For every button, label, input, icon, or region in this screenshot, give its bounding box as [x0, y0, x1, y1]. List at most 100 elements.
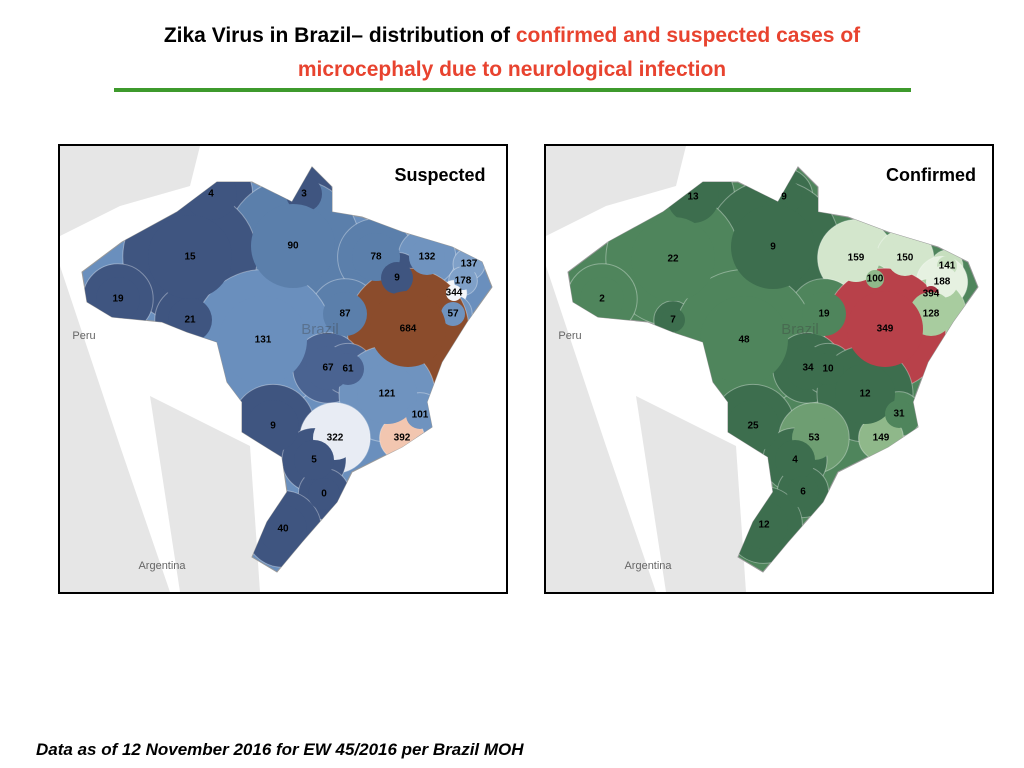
state-core	[446, 285, 462, 301]
state-value: 13	[687, 192, 699, 203]
state-value: 128	[923, 309, 940, 320]
state-value: 684	[400, 324, 417, 335]
state-value: 9	[270, 421, 276, 432]
state-value: 3	[301, 189, 307, 200]
state-core	[406, 401, 434, 429]
place-label: Peru	[72, 330, 95, 342]
state-value: 100	[867, 274, 884, 285]
state-core	[357, 364, 417, 424]
state-value: 178	[455, 276, 472, 287]
land	[60, 146, 260, 592]
state-core	[580, 277, 624, 321]
title-black: Zika Virus in Brazil– distribution of	[163, 24, 511, 47]
map-svg: Confirmed Peru Brazil Argentina 13 9 9 159 150 14…	[546, 146, 992, 592]
state-value: 4	[208, 189, 214, 200]
state-value: 137	[461, 259, 478, 270]
state-value: 34	[802, 363, 814, 374]
state-core	[441, 302, 465, 326]
title-line-2: microcephaly due to neurological infecti…	[297, 58, 727, 81]
state-core	[323, 292, 367, 336]
state-core	[459, 254, 479, 274]
state-value: 9	[394, 273, 400, 284]
state-value: 57	[447, 309, 459, 320]
state-value: 392	[394, 433, 411, 444]
state-value: 12	[859, 389, 871, 400]
state-value: 9	[781, 192, 787, 203]
place-label: Argentina	[138, 560, 186, 572]
state-core	[219, 296, 307, 384]
state-core	[887, 240, 923, 276]
state-value: 344	[446, 288, 463, 299]
state-value: 12	[758, 520, 770, 531]
state-value: 322	[327, 433, 344, 444]
state-core	[294, 440, 334, 480]
state-value: 2	[599, 294, 605, 305]
state-core	[775, 440, 815, 480]
state-value: 394	[923, 289, 940, 300]
title-rule	[114, 88, 911, 92]
state-core	[812, 353, 844, 385]
state-value: 25	[747, 421, 759, 432]
state-core	[332, 353, 364, 385]
map-confirmed: Confirmed Peru Brazil Argentina 13 9 9 159 150 14…	[544, 144, 994, 594]
place-label: Brazil	[781, 321, 819, 338]
map-title: Suspected	[394, 165, 485, 185]
land	[546, 146, 746, 592]
state-core	[700, 296, 788, 384]
state-value: 4	[792, 455, 798, 466]
state-value: 90	[287, 241, 299, 252]
state-value: 101	[412, 410, 429, 421]
state-value: 22	[667, 254, 679, 265]
state-value: 15	[184, 252, 196, 263]
state-core	[381, 262, 413, 294]
state-value: 87	[339, 309, 351, 320]
state-core	[885, 400, 913, 428]
state-value: 5	[311, 455, 317, 466]
state-value: 0	[321, 489, 327, 500]
state-core	[802, 292, 846, 336]
state-core	[867, 424, 895, 452]
state-value: 53	[808, 433, 820, 444]
states	[82, 167, 486, 568]
state-value: 159	[848, 253, 865, 264]
state-core	[251, 204, 335, 288]
state-core	[847, 291, 923, 367]
state-value: 7	[670, 315, 676, 326]
state-core	[661, 308, 685, 332]
state-value: 31	[893, 409, 905, 420]
map-suspected: Suspected Peru Brazil Argentina 4 3 90 78 132 137…	[58, 144, 508, 594]
state-core	[308, 478, 340, 510]
state-value: 21	[184, 315, 196, 326]
place-label: Argentina	[624, 560, 672, 572]
state-core	[454, 272, 472, 290]
state-value: 349	[877, 324, 894, 335]
state-value: 121	[379, 389, 396, 400]
state-core	[866, 270, 884, 288]
state-value: 78	[370, 252, 382, 263]
state-value: 6	[800, 487, 806, 498]
state-value: 48	[738, 335, 750, 346]
state-value: 19	[818, 309, 830, 320]
state-value: 9	[770, 242, 776, 253]
state-core	[247, 400, 299, 452]
state-value: 150	[897, 253, 914, 264]
state-value: 10	[822, 364, 834, 375]
state-core	[96, 277, 140, 321]
state-core	[259, 505, 307, 553]
state-core	[409, 239, 445, 275]
state-value: 19	[112, 294, 124, 305]
place-label: Peru	[558, 330, 581, 342]
state-core	[787, 476, 819, 508]
state-value: 61	[342, 364, 354, 375]
state-value: 132	[419, 252, 436, 263]
state-value: 67	[322, 363, 334, 374]
footer-note: Data as of 12 November 2016 for EW 45/20…	[36, 740, 524, 759]
title-line-1: Zika Virus in Brazil– distribution of co…	[0, 24, 1024, 48]
title-red: confirmed and suspected cases of	[515, 24, 861, 47]
state-core	[148, 215, 232, 299]
state-core	[832, 234, 880, 282]
state-core	[835, 364, 895, 424]
place-label: Brazil	[301, 321, 339, 338]
